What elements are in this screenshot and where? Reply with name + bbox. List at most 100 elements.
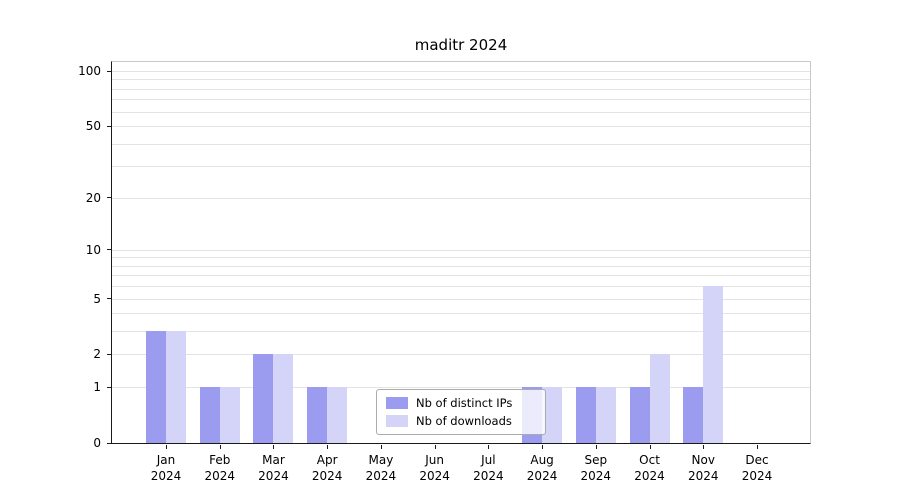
bar-downloads [595, 387, 616, 443]
legend-swatch-distinct-ips [386, 397, 408, 409]
month-label: Mar [262, 453, 285, 467]
year-label: 2024 [526, 469, 558, 483]
bar-distinct-ips [146, 331, 166, 443]
year-label: 2024 [258, 469, 289, 483]
legend-swatch-downloads [386, 415, 408, 427]
y-tick-label: 5 [93, 291, 101, 306]
y-tick-label: 20 [85, 190, 101, 205]
gridline [112, 265, 810, 267]
month-label: Jul [481, 453, 496, 467]
y-tick-mark [107, 442, 111, 444]
gridline [112, 298, 810, 300]
year-label: 2024 [473, 469, 504, 483]
y-tick-mark [107, 125, 111, 127]
x-tick-label: Mar 2024 [243, 452, 303, 484]
month-label: Aug [530, 453, 554, 467]
chart-title: maditr 2024 [414, 36, 508, 54]
bars-layer [112, 62, 810, 443]
year-label: 2024 [365, 469, 397, 483]
gridline [112, 257, 810, 259]
bar-distinct-ips [629, 387, 650, 443]
x-tick-mark [327, 445, 329, 449]
bar-downloads [219, 387, 240, 443]
year-label: 2024 [150, 469, 182, 483]
gridline [112, 126, 810, 128]
year-label: 2024 [419, 469, 450, 483]
x-tick-mark [219, 445, 221, 449]
year-label: 2024 [204, 469, 235, 483]
y-tick-label: 50 [85, 119, 101, 134]
bar-distinct-ips [199, 387, 220, 443]
month-label: Feb [209, 453, 231, 467]
x-tick-mark [649, 445, 651, 449]
legend-item-distinct-ips: Nb of distinct IPs [386, 396, 536, 410]
gridline [112, 71, 810, 73]
gridline [112, 331, 810, 333]
x-tick-label: Feb 2024 [190, 452, 250, 484]
gridline [112, 387, 810, 389]
bar-downloads [273, 354, 294, 443]
month-label: Jan [156, 453, 176, 467]
bar-distinct-ips [307, 387, 328, 443]
gridline [112, 99, 810, 101]
x-tick-label: Jul 2024 [458, 452, 518, 484]
x-tick-label: Sep 2024 [566, 452, 626, 484]
month-label: May [368, 453, 394, 467]
x-tick-label: Nov 2024 [673, 452, 733, 484]
gridline [112, 286, 810, 288]
x-tick-mark [273, 445, 275, 449]
y-tick-mark [107, 70, 111, 72]
y-tick-label: 10 [85, 242, 101, 257]
year-label: 2024 [634, 469, 665, 483]
bar-distinct-ips [253, 354, 274, 443]
x-tick-mark [542, 445, 544, 449]
x-tick-mark [756, 445, 758, 449]
bar-distinct-ips [683, 387, 704, 443]
legend-label-distinct-ips: Nb of distinct IPs [416, 396, 513, 410]
legend: Nb of distinct IPs Nb of downloads [376, 389, 546, 435]
bar-downloads [327, 387, 348, 443]
y-tick-label: 0 [93, 436, 101, 450]
x-tick-label: Jan 2024 [136, 452, 196, 484]
y-tick-mark [107, 249, 111, 251]
y-tick-label: 100 [78, 64, 101, 79]
plot-area: Nb of distinct IPs Nb of downloads [111, 61, 811, 444]
x-tick-label: Apr 2024 [297, 452, 357, 484]
month-label: Sep [584, 453, 608, 467]
month-label: Nov [691, 453, 715, 467]
legend-label-downloads: Nb of downloads [416, 414, 512, 428]
month-label: Apr [316, 453, 338, 467]
gridline [112, 354, 810, 356]
bar-downloads [166, 331, 186, 443]
bar-downloads [542, 387, 563, 443]
year-label: 2024 [741, 469, 773, 483]
bar-distinct-ips [575, 387, 596, 443]
month-label: Jun [425, 453, 444, 467]
month-label: Oct [639, 453, 660, 467]
month-label: Dec [745, 453, 769, 467]
gridline [112, 313, 810, 315]
x-tick-label: May 2024 [351, 452, 411, 484]
year-label: 2024 [580, 469, 612, 483]
y-tick-mark [107, 197, 111, 199]
gridline [112, 111, 810, 113]
x-tick-label: Oct 2024 [620, 452, 680, 484]
x-tick-mark [166, 445, 167, 449]
bar-downloads [703, 286, 724, 443]
y-tick-mark [107, 386, 111, 388]
gridline [112, 88, 810, 90]
x-tick-mark [703, 445, 705, 449]
legend-item-downloads: Nb of downloads [386, 414, 536, 428]
y-tick-mark [107, 353, 111, 355]
y-tick-label: 1 [93, 380, 101, 395]
x-tick-label: Jun 2024 [405, 452, 465, 484]
x-tick-mark [434, 445, 436, 449]
gridline [112, 79, 810, 81]
y-tick-label: 2 [93, 347, 101, 362]
gridlines-layer [112, 62, 810, 443]
year-label: 2024 [687, 469, 719, 483]
x-tick-mark [380, 445, 382, 449]
x-tick-label: Dec 2024 [727, 452, 787, 484]
x-tick-mark [595, 445, 597, 449]
